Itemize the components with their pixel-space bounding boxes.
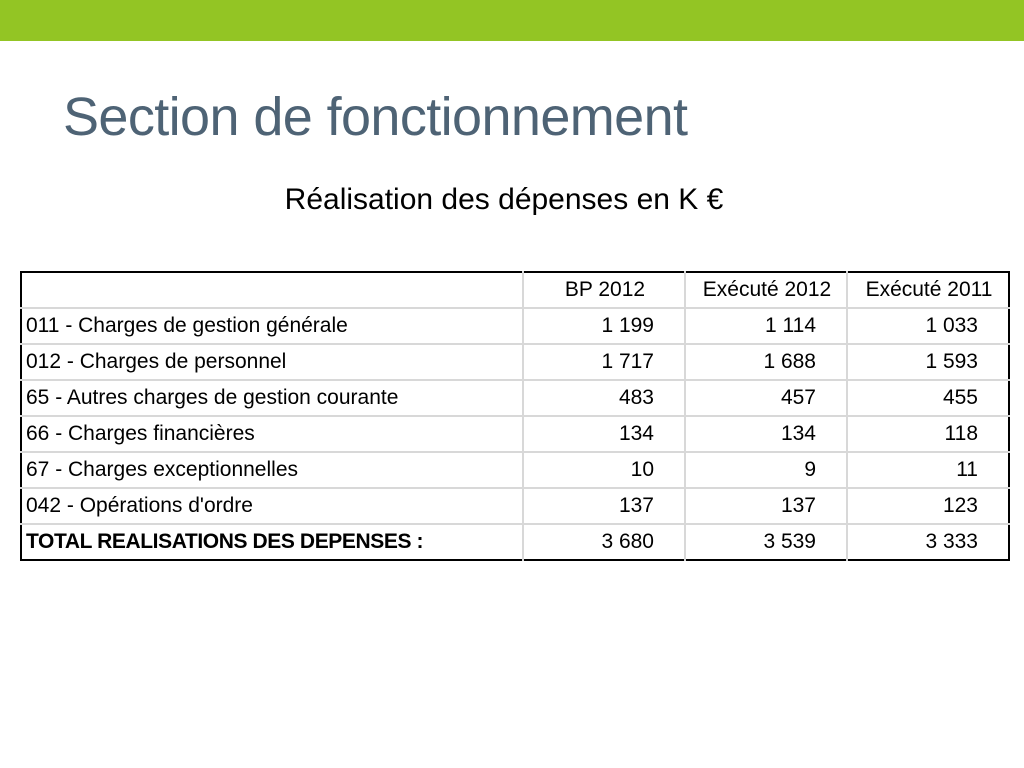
cell-bp-2012: 1 199 bbox=[523, 308, 686, 345]
cell-execute-2011: 1 593 bbox=[847, 344, 1009, 381]
row-label: 66 - Charges financières bbox=[21, 416, 524, 453]
total-execute-2011: 3 333 bbox=[925, 530, 978, 553]
cell-execute-2011: 1 033 bbox=[847, 308, 1009, 345]
table-row: 012 - Charges de personnel 1 717 1 688 1… bbox=[21, 344, 1009, 381]
cell-execute-2012: 457 bbox=[685, 380, 848, 417]
accent-top-bar bbox=[0, 0, 1024, 41]
table-total-row: TOTAL REALISATIONS DES DEPENSES : 3 680 … bbox=[21, 524, 1009, 560]
table-row: 042 - Opérations d'ordre 137 137 123 bbox=[21, 488, 1009, 525]
table-row: 66 - Charges financières 134 134 118 bbox=[21, 416, 1009, 453]
cell-bp-2012: 137 bbox=[523, 488, 686, 525]
cell-execute-2011: 123 bbox=[847, 488, 1009, 525]
slide-title: Section de fonctionnement bbox=[63, 87, 688, 147]
row-label: 012 - Charges de personnel bbox=[21, 344, 524, 381]
cell-execute-2012: 1 114 bbox=[685, 308, 848, 345]
cell-execute-2011: 118 bbox=[847, 416, 1009, 453]
cell-execute-2012: 9 bbox=[685, 452, 848, 489]
cell-bp-2012: 483 bbox=[523, 380, 686, 417]
total-label: TOTAL REALISATIONS DES DEPENSES : bbox=[21, 524, 524, 560]
row-label: 011 - Charges de gestion générale bbox=[21, 308, 524, 345]
cell-execute-2012: 137 bbox=[685, 488, 848, 525]
table-row: 65 - Autres charges de gestion courante … bbox=[21, 380, 1009, 417]
cell-execute-2011: 11 bbox=[847, 452, 1009, 489]
table-row: 67 - Charges exceptionnelles 10 9 11 bbox=[21, 452, 1009, 489]
row-label: 65 - Autres charges de gestion courante bbox=[21, 380, 524, 417]
column-header-execute-2012: Exécuté 2012 bbox=[685, 272, 848, 309]
cell-execute-2012: 134 bbox=[685, 416, 848, 453]
cell-bp-2012: 10 bbox=[523, 452, 686, 489]
cell-bp-2012: 134 bbox=[523, 416, 686, 453]
total-execute-2012: 3 539 bbox=[685, 524, 848, 560]
row-label: 042 - Opérations d'ordre bbox=[21, 488, 524, 525]
cell-bp-2012: 1 717 bbox=[523, 344, 686, 381]
table-row: 011 - Charges de gestion générale 1 199 … bbox=[21, 308, 1009, 345]
cell-execute-2012: 1 688 bbox=[685, 344, 848, 381]
cell-execute-2011: 455 bbox=[847, 380, 1009, 417]
column-header-bp-2012: BP 2012 bbox=[523, 272, 686, 309]
table-header-row: BP 2012 Exécuté 2012 Exécuté 2011 bbox=[21, 272, 1009, 309]
slide-subtitle: Réalisation des dépenses en K € bbox=[284, 183, 724, 216]
column-header-execute-2011: Exécuté 2011 bbox=[847, 272, 1009, 309]
row-label: 67 - Charges exceptionnelles bbox=[21, 452, 524, 489]
expenses-table: BP 2012 Exécuté 2012 Exécuté 2011 011 - … bbox=[20, 271, 1010, 561]
column-header-label bbox=[21, 272, 524, 309]
total-bp-2012: 3 680 bbox=[523, 524, 686, 560]
